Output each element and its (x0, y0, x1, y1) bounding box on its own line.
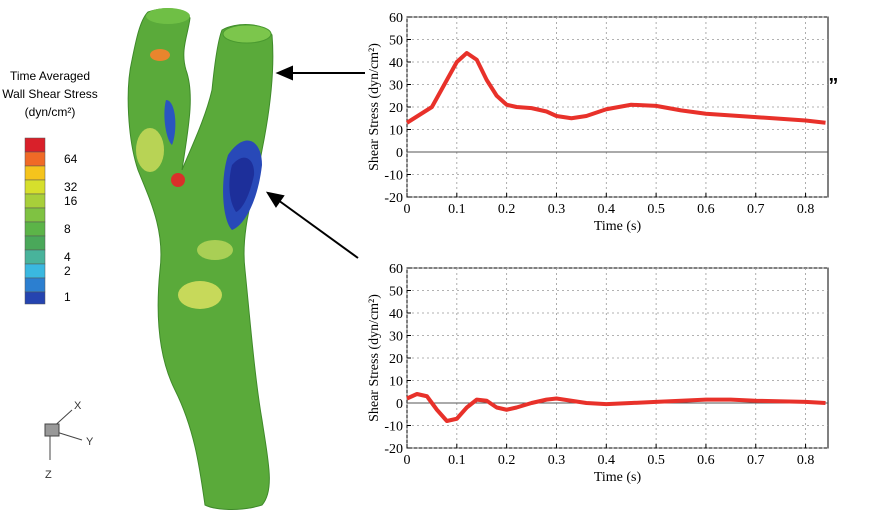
y-tick-label: -10 (384, 169, 403, 184)
y-tick-label: 0 (396, 146, 403, 161)
y-tick-label: 50 (389, 285, 403, 300)
y-tick-label: 30 (389, 79, 403, 94)
x-tick-label: 0.6 (697, 453, 715, 468)
y-tick-label: 40 (389, 56, 403, 71)
x-tick-label: 0.1 (448, 453, 466, 468)
colorbar (24, 137, 46, 305)
data-line (406, 392, 826, 423)
triad-label: Z (45, 469, 52, 481)
x-tick-label: 0.7 (747, 453, 765, 468)
y-tick-label: 0 (396, 397, 403, 412)
colorbar-title: Time Averaged (10, 69, 90, 83)
y-tick-label: 40 (389, 307, 403, 322)
x-tick-label: 0.6 (697, 202, 715, 217)
x-tick-label: 0.5 (647, 453, 665, 468)
x-tick-label: 0.8 (797, 202, 815, 217)
triad-label: Y (86, 436, 94, 448)
y-axis-label: Shear Stress (dyn/cm²) (367, 43, 382, 171)
x-axis-label: Time (s) (594, 470, 642, 485)
colorbar-label: 1 (64, 290, 71, 304)
y-axis-label: Shear Stress (dyn/cm²) (367, 294, 382, 422)
data-line (405, 51, 826, 125)
y-tick-label: -20 (384, 442, 403, 457)
chart: -20 -10 0 10 20 30 40 50 60 0 0.1 0.2 0.3 0.4 0.5 0.6 0.… (367, 11, 829, 234)
y-tick-label: 10 (389, 124, 403, 139)
colorbar-label: 4 (64, 250, 71, 264)
vessel-render (127, 8, 274, 510)
x-tick-label: 0.4 (598, 202, 616, 217)
x-tick-label: 0.7 (747, 202, 765, 217)
y-tick-label: 20 (389, 101, 403, 116)
y-tick-label: 50 (389, 34, 403, 49)
x-tick-label: 0.5 (647, 202, 665, 217)
x-tick-label: 0.3 (548, 202, 566, 217)
colorbar-label: 8 (64, 222, 71, 236)
colorbar-title: (dyn/cm²) (25, 105, 76, 119)
y-tick-label: 10 (389, 375, 403, 390)
axis-triad (44, 409, 83, 460)
y-tick-label: 30 (389, 330, 403, 345)
x-tick-label: 0.2 (498, 202, 516, 217)
colorbar-label: 64 (64, 152, 78, 166)
arrows (265, 65, 365, 259)
x-tick-label: 0.3 (548, 453, 566, 468)
y-tick-label: -10 (384, 420, 403, 435)
x-tick-label: 0 (404, 202, 411, 217)
chart: -20 -10 0 10 20 30 40 50 60 0 0.1 0.2 0.3 0.4 0.5 0.6 0.… (367, 262, 829, 485)
triad-label: X (74, 400, 82, 412)
x-tick-label: 0 (404, 453, 411, 468)
y-tick-label: -20 (384, 191, 403, 206)
x-tick-label: 0.2 (498, 453, 516, 468)
x-axis-label: Time (s) (594, 219, 642, 234)
x-tick-label: 0.4 (598, 453, 616, 468)
colorbar-label: 16 (64, 194, 78, 208)
x-tick-label: 0.1 (448, 202, 466, 217)
x-tick-label: 0.8 (797, 453, 815, 468)
y-tick-label: 60 (389, 262, 403, 277)
colorbar-label: 32 (64, 180, 78, 194)
y-tick-label: 20 (389, 352, 403, 367)
colorbar-label: 2 (64, 264, 71, 278)
colorbar-title: Wall Shear Stress (2, 87, 98, 101)
y-tick-label: 60 (389, 11, 403, 26)
